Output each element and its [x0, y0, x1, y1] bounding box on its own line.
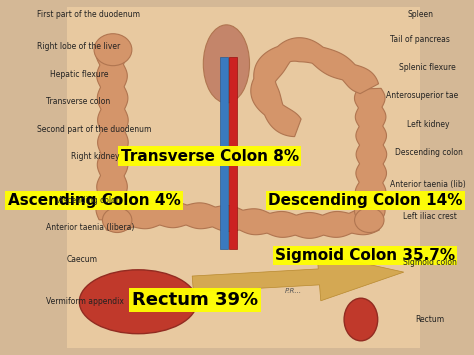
Text: Descending Colon 14%: Descending Colon 14% — [268, 193, 462, 208]
Text: Second part of the duodenum: Second part of the duodenum — [37, 125, 152, 134]
Bar — [220, 57, 228, 248]
Text: Rectum 39%: Rectum 39% — [132, 291, 258, 309]
Text: Left kidney: Left kidney — [407, 120, 450, 129]
FancyArrow shape — [192, 253, 404, 301]
Text: Transverse Colon 8%: Transverse Colon 8% — [120, 149, 299, 164]
Polygon shape — [355, 88, 387, 220]
Polygon shape — [103, 202, 379, 238]
Ellipse shape — [344, 298, 378, 341]
Text: Transverse colon: Transverse colon — [46, 97, 110, 106]
Text: First part of the duodenum: First part of the duodenum — [37, 10, 140, 19]
Text: Splenic flexure: Splenic flexure — [399, 63, 456, 72]
Text: Anterosuperior tae: Anterosuperior tae — [386, 91, 458, 100]
Text: Anterior taenia (libera): Anterior taenia (libera) — [46, 223, 134, 232]
Bar — [67, 7, 420, 348]
Text: Rectum: Rectum — [416, 315, 445, 324]
Ellipse shape — [203, 25, 249, 103]
Text: Right kidney: Right kidney — [71, 152, 119, 161]
Text: Sigmoid Colon 35.7%: Sigmoid Colon 35.7% — [275, 248, 455, 263]
Polygon shape — [96, 42, 128, 220]
Text: Caecum: Caecum — [67, 255, 98, 264]
Text: P.R...: P.R... — [285, 288, 302, 294]
Text: Vermiform appendix: Vermiform appendix — [46, 297, 124, 306]
Text: Descending colon: Descending colon — [394, 148, 463, 157]
Text: Anterior taenia (lib): Anterior taenia (lib) — [390, 180, 466, 189]
Text: Hepatic flexure: Hepatic flexure — [50, 70, 109, 79]
Text: Spleen: Spleen — [407, 10, 433, 19]
Text: Tail of pancreas: Tail of pancreas — [390, 34, 450, 44]
Ellipse shape — [355, 208, 384, 233]
Text: Right lobe of the liver: Right lobe of the liver — [37, 42, 120, 51]
Text: Sigmoid colon: Sigmoid colon — [403, 258, 457, 267]
Ellipse shape — [79, 270, 197, 334]
Text: Left iliac crest: Left iliac crest — [403, 212, 457, 221]
Bar — [229, 57, 237, 248]
Ellipse shape — [94, 34, 132, 66]
Ellipse shape — [102, 208, 132, 233]
Text: Ascending colon: Ascending colon — [58, 196, 121, 205]
Polygon shape — [251, 38, 379, 137]
Text: Ascending Colon 4%: Ascending Colon 4% — [8, 193, 181, 208]
